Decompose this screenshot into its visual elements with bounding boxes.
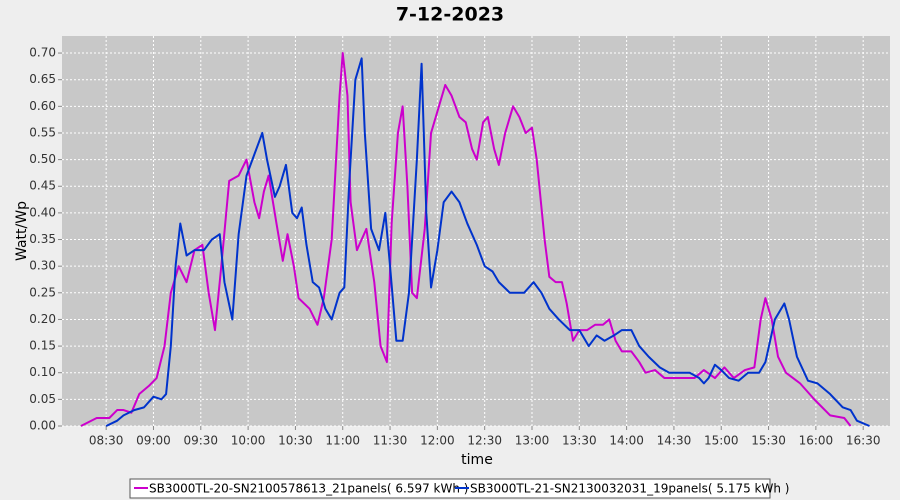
legend-label: SB3000TL-21-SN2130032031_19panels( 5.175… (470, 482, 789, 496)
legend-label: SB3000TL-20-SN2100578613_21panels( 6.597… (149, 482, 468, 496)
x-axis-label: time (461, 452, 493, 468)
y-tick-label: 0.55 (29, 125, 56, 139)
data-line (80, 52, 852, 427)
y-tick-label: 0.40 (29, 205, 56, 219)
y-tick-label: 0.20 (29, 312, 56, 326)
x-tick-label: 09:30 (183, 434, 218, 448)
y-tick-label: 0.15 (29, 339, 56, 353)
y-axis-label: Watt/Wp (14, 201, 30, 261)
data-line (105, 57, 870, 427)
x-tick-label: 08:30 (89, 434, 124, 448)
y-tick-label: 0.60 (29, 99, 56, 113)
x-tick-label: 11:00 (325, 434, 360, 448)
x-tick-label: 13:00 (515, 434, 550, 448)
y-tick-label: 0.10 (29, 365, 56, 379)
y-tick-label: 0.30 (29, 259, 56, 273)
plot-area (62, 36, 890, 426)
y-tick-label: 0.05 (29, 392, 56, 406)
chart-title: 7-12-2023 (396, 4, 504, 26)
x-tick-label: 11:30 (373, 434, 408, 448)
y-tick-label: 0.25 (29, 285, 56, 299)
x-tick-label: 10:00 (231, 434, 266, 448)
legend (129, 478, 771, 499)
y-tick-label: 0.00 (29, 419, 56, 433)
x-tick-label: 15:00 (704, 434, 739, 448)
y-tick-label: 0.70 (29, 46, 56, 60)
y-tick-label: 0.50 (29, 152, 56, 166)
x-tick-label: 12:30 (467, 434, 502, 448)
y-tick-label: 0.35 (29, 232, 56, 246)
x-tick-label: 16:00 (799, 434, 834, 448)
x-tick-label: 14:00 (609, 434, 644, 448)
x-tick-label: 15:30 (751, 434, 786, 448)
x-tick-label: 12:00 (420, 434, 455, 448)
x-tick-label: 10:30 (278, 434, 313, 448)
x-tick-label: 14:30 (657, 434, 692, 448)
y-tick-label: 0.65 (29, 72, 56, 86)
y-tick-label: 0.45 (29, 179, 56, 193)
x-tick-label: 13:30 (562, 434, 597, 448)
x-tick-label: 16:30 (846, 434, 881, 448)
x-tick-label: 09:00 (136, 434, 171, 448)
